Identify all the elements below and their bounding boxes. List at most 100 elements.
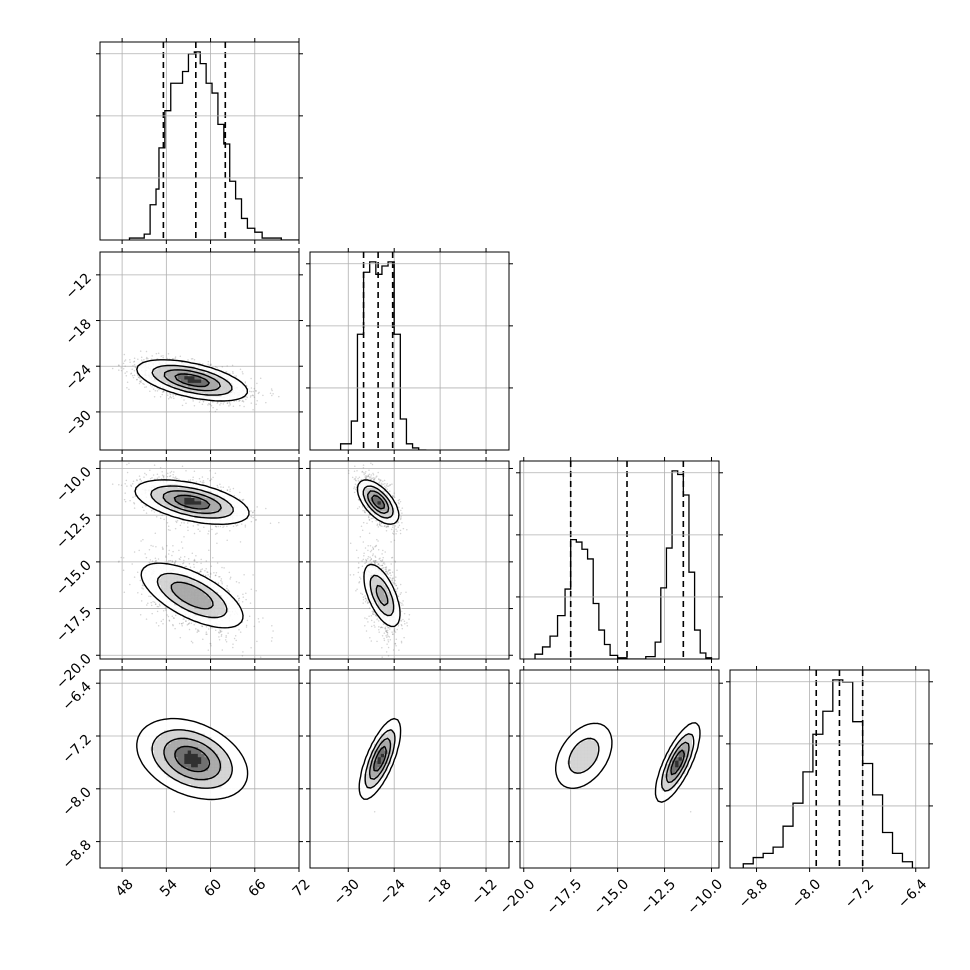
sample-point bbox=[269, 522, 272, 524]
sample-point bbox=[145, 386, 148, 388]
sample-point bbox=[272, 630, 274, 632]
density-cell bbox=[177, 366, 182, 370]
sample-point bbox=[140, 593, 143, 595]
sample-point bbox=[201, 403, 204, 405]
sample-point bbox=[164, 607, 167, 610]
sample-point bbox=[237, 595, 239, 597]
sample-point bbox=[148, 561, 151, 563]
sample-point bbox=[210, 478, 213, 480]
density-fill bbox=[137, 481, 249, 630]
density-cell bbox=[147, 487, 151, 492]
density-cell bbox=[231, 386, 236, 390]
density-cell bbox=[170, 366, 175, 370]
sample-point bbox=[241, 600, 244, 603]
sample-point bbox=[204, 574, 207, 577]
density-cell bbox=[211, 491, 216, 495]
density-cell bbox=[153, 484, 158, 489]
sample-point bbox=[152, 474, 155, 476]
density-cell bbox=[167, 504, 172, 509]
density-cell bbox=[197, 376, 202, 380]
sample-point bbox=[209, 403, 211, 405]
sample-point bbox=[172, 544, 174, 547]
density-cell bbox=[174, 497, 178, 502]
density-cell bbox=[157, 362, 162, 367]
sample-point bbox=[245, 626, 248, 628]
density-cell bbox=[170, 382, 175, 387]
sample-point bbox=[178, 478, 180, 480]
sample-point bbox=[209, 642, 211, 645]
sample-point bbox=[193, 532, 196, 535]
density-contour bbox=[151, 364, 233, 396]
density-cell bbox=[187, 504, 192, 509]
sample-point bbox=[232, 487, 235, 490]
sample-point bbox=[133, 507, 136, 509]
density-cell bbox=[180, 487, 185, 492]
sample-point bbox=[216, 366, 218, 369]
sample-point bbox=[169, 474, 172, 477]
sample-point bbox=[238, 400, 240, 403]
density-cell bbox=[228, 507, 232, 512]
sample-point bbox=[190, 640, 193, 643]
histogram-panel bbox=[96, 38, 303, 244]
sample-point bbox=[243, 405, 245, 408]
sample-point bbox=[194, 560, 196, 562]
density-cell bbox=[157, 376, 162, 380]
density-cell bbox=[147, 484, 151, 489]
sample-point bbox=[229, 402, 231, 404]
sample-point bbox=[217, 525, 220, 528]
density-cell bbox=[170, 379, 175, 384]
sample-point bbox=[251, 511, 254, 514]
sample-point bbox=[138, 376, 140, 379]
sample-point bbox=[221, 649, 224, 651]
sample-point bbox=[179, 556, 182, 558]
density-cell bbox=[204, 376, 209, 380]
sample-point bbox=[241, 371, 244, 373]
sample-point bbox=[137, 376, 140, 378]
density-cell bbox=[191, 501, 195, 506]
density-cell bbox=[180, 481, 185, 485]
scatter-panel: −20.0−17.5−15.0−12.5−10.0 bbox=[53, 457, 303, 692]
sample-point bbox=[255, 518, 257, 521]
sample-point bbox=[242, 593, 244, 595]
sample-point bbox=[136, 571, 139, 574]
sample-point bbox=[183, 536, 185, 538]
sample-point bbox=[165, 556, 167, 558]
density-cell bbox=[224, 386, 229, 390]
density-cell bbox=[204, 386, 209, 390]
sample-point bbox=[132, 480, 135, 483]
density-cell bbox=[207, 497, 212, 502]
density-cell bbox=[153, 497, 158, 502]
density-cell bbox=[187, 392, 192, 397]
sample-point bbox=[241, 655, 244, 657]
sample-point bbox=[256, 382, 258, 385]
sample-point bbox=[148, 595, 150, 598]
sample-point bbox=[153, 396, 156, 398]
density-cell bbox=[218, 376, 222, 380]
sample-point bbox=[227, 632, 229, 634]
density-cell bbox=[160, 359, 165, 364]
density-cell bbox=[187, 379, 192, 384]
sample-point bbox=[132, 376, 135, 379]
density-cell bbox=[228, 376, 232, 380]
sample-point bbox=[152, 545, 154, 547]
density-cell bbox=[218, 494, 222, 499]
sample-point bbox=[162, 475, 165, 478]
sample-point bbox=[228, 590, 231, 593]
density-cell bbox=[194, 389, 199, 394]
sample-point bbox=[180, 522, 183, 524]
density-cell bbox=[194, 376, 199, 380]
sample-point bbox=[160, 620, 163, 623]
density-cell bbox=[170, 386, 175, 390]
density-contour bbox=[174, 373, 210, 388]
sample-point bbox=[170, 397, 173, 399]
sample-point bbox=[220, 578, 223, 580]
sample-point bbox=[221, 581, 223, 583]
sample-point bbox=[255, 403, 257, 406]
sample-point bbox=[242, 400, 244, 402]
density-cell bbox=[180, 379, 185, 384]
density-cell bbox=[157, 369, 162, 374]
density-cell bbox=[150, 359, 155, 364]
sample-point bbox=[271, 637, 273, 639]
sample-point bbox=[138, 475, 141, 477]
sample-point bbox=[270, 640, 273, 642]
